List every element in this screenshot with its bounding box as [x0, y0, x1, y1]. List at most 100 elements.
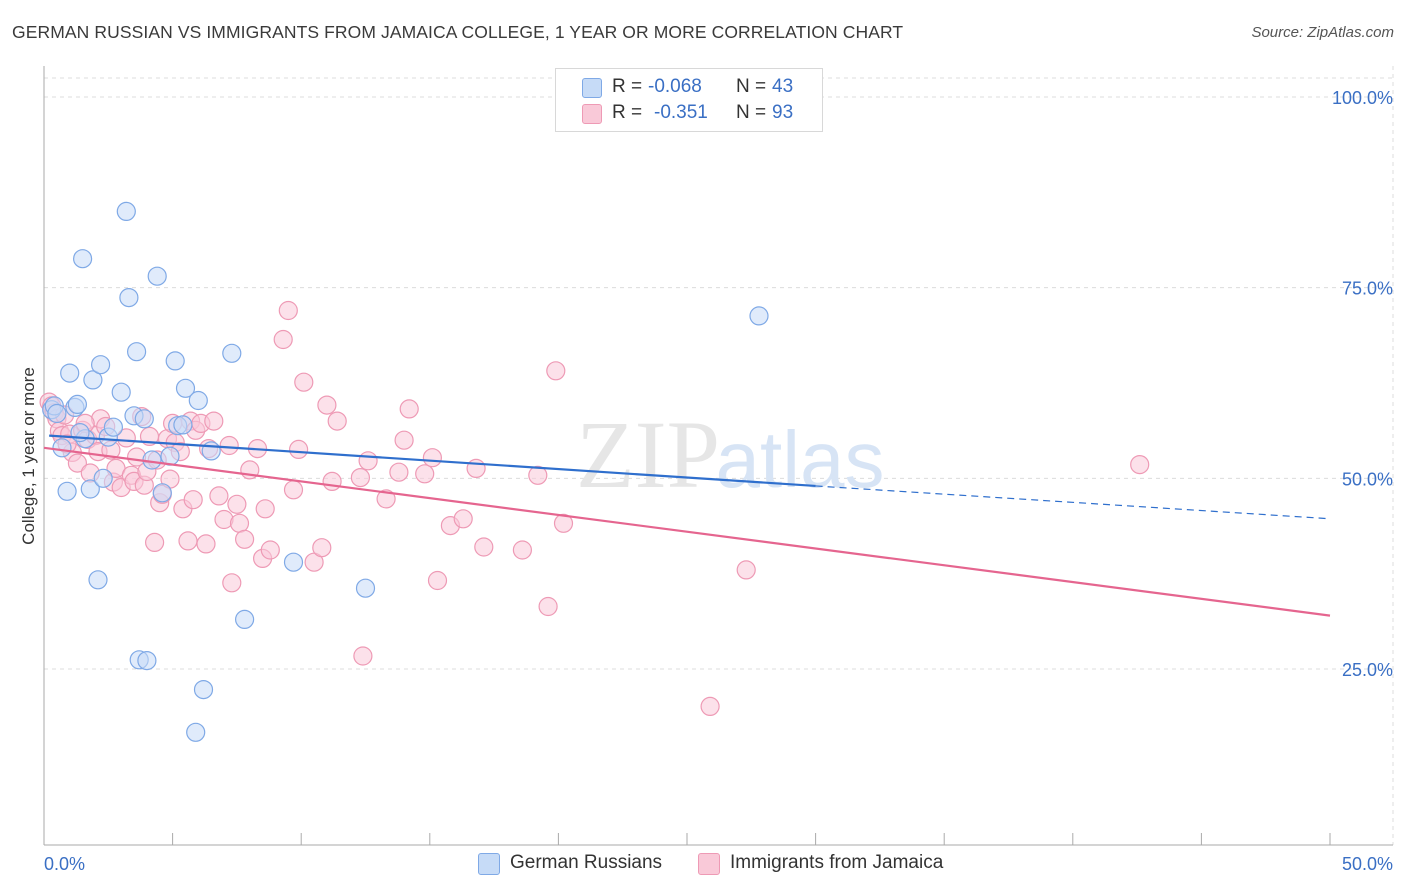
- point-german-russians: [119, 288, 139, 308]
- point-german-russians: [116, 201, 136, 221]
- legend-swatch-pink: [698, 853, 720, 875]
- point-german-russians: [235, 609, 255, 630]
- point-german-russians: [749, 306, 769, 326]
- chart-title: GERMAN RUSSIAN VS IMMIGRANTS FROM JAMAIC…: [12, 22, 904, 42]
- point-german-russians: [193, 679, 214, 700]
- n-value: 93: [772, 102, 794, 123]
- point-jamaica: [466, 458, 486, 478]
- r-value: -0.351: [654, 102, 708, 123]
- point-jamaica: [289, 439, 309, 459]
- trend-line-german-russians: [49, 434, 816, 488]
- point-german-russians: [72, 249, 93, 269]
- point-german-russians: [188, 390, 208, 411]
- point-jamaica: [255, 499, 275, 519]
- legend-swatch-pink: [582, 104, 602, 124]
- n-value: 43: [772, 76, 794, 97]
- y-axis-label: College, 1 year or more: [19, 367, 38, 545]
- point-jamaica: [376, 489, 396, 509]
- point-jamaica: [422, 448, 442, 468]
- point-jamaica: [183, 490, 203, 510]
- point-german-russians: [283, 552, 304, 572]
- point-jamaica: [294, 372, 314, 392]
- tick-labels: 100.0% 75.0% 50.0% 25.0% 0.0% 50.0%: [44, 88, 1393, 874]
- legend-row-german-russians: R = -0.068 N = 43: [556, 76, 822, 100]
- point-jamaica: [389, 462, 409, 482]
- point-german-russians: [80, 479, 100, 499]
- r-label: R =: [612, 76, 643, 97]
- point-german-russians: [88, 570, 108, 590]
- legend-label: German Russians: [510, 852, 663, 873]
- point-german-russians: [173, 415, 193, 435]
- point-jamaica: [278, 300, 298, 321]
- point-german-russians: [111, 382, 131, 402]
- watermark-atlas: atlas: [716, 415, 885, 504]
- point-jamaica: [427, 570, 448, 591]
- legend-swatch-blue: [478, 853, 500, 875]
- n-label: N =: [736, 102, 767, 123]
- point-jamaica: [474, 537, 494, 557]
- point-jamaica: [283, 480, 304, 500]
- r-value: -0.068: [648, 76, 702, 97]
- point-german-russians: [222, 343, 242, 363]
- axes: [43, 66, 1393, 846]
- point-german-russians: [83, 370, 103, 390]
- legend-item-jamaica[interactable]: Immigrants from Jamaica: [698, 852, 978, 876]
- point-jamaica: [209, 486, 229, 506]
- point-german-russians: [152, 483, 172, 503]
- r-label: R =: [612, 102, 643, 123]
- point-jamaica: [553, 513, 574, 533]
- point-jamaica: [227, 494, 247, 514]
- legend-row-jamaica: R = -0.351 N = 93: [556, 102, 822, 126]
- point-jamaica: [312, 538, 332, 558]
- x-tick-label: 0.0%: [44, 854, 85, 874]
- point-jamaica: [1130, 455, 1150, 475]
- legend-label: Immigrants from Jamaica: [730, 852, 944, 873]
- legend-stats: R = -0.068 N = 43 R = -0.351 N = 93: [555, 68, 823, 132]
- watermark-zip: ZIP: [576, 401, 720, 508]
- y-tick-label: 25.0%: [1342, 660, 1393, 680]
- point-german-russians: [355, 578, 376, 598]
- point-jamaica: [222, 573, 242, 593]
- point-german-russians: [90, 355, 111, 375]
- legend-item-german-russians[interactable]: German Russians: [478, 852, 678, 876]
- point-jamaica: [196, 534, 216, 554]
- point-jamaica: [219, 435, 239, 456]
- point-jamaica: [204, 411, 224, 431]
- point-german-russians: [52, 438, 72, 458]
- legend-swatch-blue: [582, 78, 602, 98]
- point-jamaica: [322, 471, 342, 491]
- point-jamaica: [358, 451, 378, 471]
- point-jamaica: [67, 453, 88, 473]
- point-jamaica: [353, 646, 373, 666]
- point-german-russians: [137, 650, 157, 671]
- y-tick-label: 100.0%: [1332, 88, 1393, 108]
- point-jamaica: [235, 529, 255, 549]
- point-german-russians: [47, 403, 67, 424]
- point-german-russians: [103, 417, 124, 437]
- point-german-russians: [67, 394, 88, 414]
- watermark: ZIP atlas: [576, 401, 884, 508]
- source-label: Source: ZipAtlas.com: [1251, 24, 1394, 41]
- point-german-russians: [57, 481, 77, 501]
- point-german-russians: [186, 722, 206, 742]
- point-jamaica: [736, 560, 756, 580]
- point-jamaica: [538, 596, 558, 617]
- n-label: N =: [736, 76, 767, 97]
- point-german-russians: [127, 342, 147, 362]
- point-jamaica: [273, 329, 293, 350]
- point-jamaica: [394, 430, 414, 450]
- point-german-russians: [147, 266, 167, 286]
- x-tick-label: 50.0%: [1342, 854, 1393, 874]
- y-tick-label: 75.0%: [1342, 279, 1393, 299]
- point-german-russians: [165, 351, 185, 371]
- point-jamaica: [350, 468, 370, 488]
- point-jamaica: [178, 531, 198, 551]
- point-jamaica: [700, 696, 720, 717]
- point-jamaica: [399, 399, 419, 419]
- point-german-russians: [201, 441, 221, 461]
- point-jamaica: [453, 509, 473, 529]
- point-jamaica: [546, 361, 566, 381]
- trend-lines: [43, 434, 1331, 617]
- point-jamaica: [145, 532, 165, 553]
